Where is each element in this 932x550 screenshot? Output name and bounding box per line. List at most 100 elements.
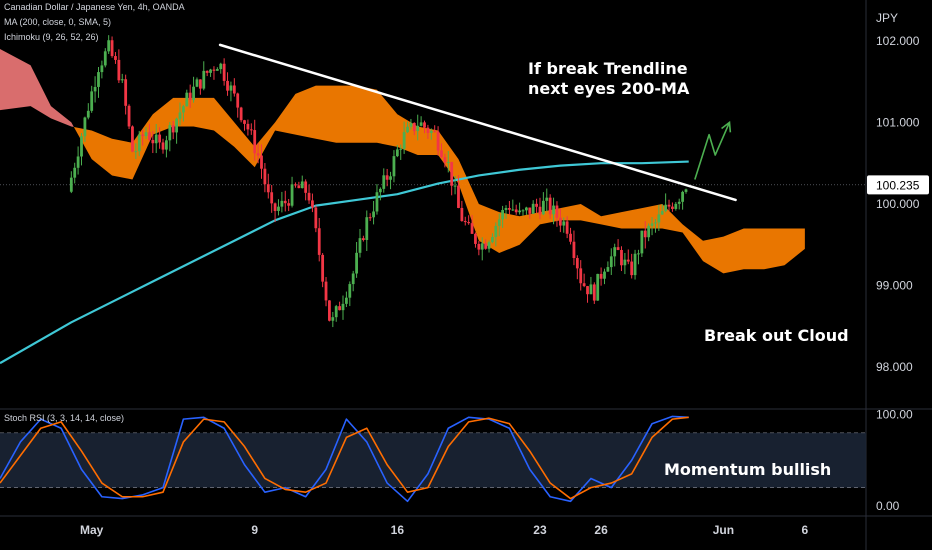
candle-body xyxy=(83,117,87,137)
candle-body xyxy=(484,243,488,249)
legend-stoch[interactable]: Stoch RSI (3, 3, 14, 14, close) xyxy=(4,413,125,423)
candles[interactable] xyxy=(69,35,688,328)
candle-body xyxy=(463,221,467,223)
candle-body xyxy=(633,253,637,276)
annotation-cloud: Break out Cloud xyxy=(704,326,849,345)
candle-body xyxy=(239,107,243,121)
candle-body xyxy=(419,122,423,126)
legend-ma[interactable]: MA (200, close, 0, SMA, 5) xyxy=(4,17,112,27)
candle-body xyxy=(412,122,416,132)
candle-body xyxy=(399,148,403,150)
ma-200-line xyxy=(0,160,689,365)
candle-body xyxy=(151,139,155,144)
candle-body xyxy=(467,222,471,224)
moving-average xyxy=(0,160,689,365)
candle-body xyxy=(215,69,219,71)
candle-body xyxy=(664,204,668,212)
candle-body xyxy=(331,317,335,321)
candle-body xyxy=(124,79,128,106)
candle-body xyxy=(76,156,80,168)
candle-body xyxy=(120,79,124,81)
candle-body xyxy=(389,176,392,180)
candle-body xyxy=(470,223,474,234)
candle-body xyxy=(609,256,613,268)
candle-body xyxy=(497,219,501,226)
date-tick-label: 16 xyxy=(391,523,405,537)
trendline-line xyxy=(218,43,737,202)
stoch-tick-label: 100.00 xyxy=(876,408,913,422)
candle-body xyxy=(385,175,389,180)
price-tick-label: 98.000 xyxy=(876,360,913,374)
candle-body xyxy=(277,206,280,211)
candle-body xyxy=(450,161,454,186)
candle-body xyxy=(290,184,294,206)
candle-body xyxy=(392,156,396,177)
date-tick-label: Jun xyxy=(713,523,734,537)
annotation-momentum: Momentum bullish xyxy=(664,460,832,479)
trendline xyxy=(218,43,737,202)
candle-body xyxy=(222,63,226,81)
candle-body xyxy=(548,197,552,215)
candle-body xyxy=(558,217,562,226)
candle-body xyxy=(416,125,420,132)
price-tick-label: 101.000 xyxy=(876,115,920,129)
candle-body xyxy=(589,284,593,295)
candle-body xyxy=(613,247,617,257)
candle-body xyxy=(131,126,134,152)
candle-body xyxy=(637,253,640,255)
candle-body xyxy=(575,258,579,269)
legend-symbol[interactable]: Canadian Dollar / Japanese Yen, 4h, OAND… xyxy=(4,2,185,12)
candle-body xyxy=(317,228,321,255)
candle-body xyxy=(107,40,111,52)
candle-body xyxy=(287,203,291,206)
candle-body xyxy=(426,127,430,133)
candle-body xyxy=(382,175,386,189)
annotation-trendline-1: If break Trendline xyxy=(528,59,688,78)
candle-body xyxy=(429,130,433,133)
candle-body xyxy=(209,69,212,73)
candle-body xyxy=(518,210,521,213)
candle-body xyxy=(569,233,572,242)
candle-body xyxy=(538,206,542,215)
candle-body xyxy=(202,70,206,89)
candle-body xyxy=(148,132,151,140)
candle-body xyxy=(219,63,223,70)
candle-body xyxy=(446,161,450,163)
candle-body xyxy=(141,134,145,137)
price-tick-label: 102.000 xyxy=(876,34,920,48)
candle-body xyxy=(657,214,661,223)
candle-body xyxy=(409,122,413,127)
date-axis[interactable]: May 9 16 23 26 Jun 6 xyxy=(80,523,809,537)
candle-body xyxy=(345,297,348,304)
candle-body xyxy=(643,230,647,238)
candle-body xyxy=(294,184,297,186)
candle-body xyxy=(365,217,369,240)
candle-body xyxy=(531,203,535,214)
candle-body xyxy=(341,303,345,311)
candle-body xyxy=(300,181,304,189)
price-axis[interactable]: JPY 102.000 101.000 100.000 99.000 98.000 100… xyxy=(876,11,920,513)
candle-body xyxy=(175,118,178,133)
candle-body xyxy=(355,252,358,274)
candle-body xyxy=(134,151,138,153)
candle-body xyxy=(552,205,555,215)
candle-body xyxy=(599,273,603,279)
legend-ichimoku[interactable]: Ichimoku (9, 26, 52, 26) xyxy=(4,32,99,42)
candle-body xyxy=(480,243,484,250)
candle-body xyxy=(368,217,372,219)
candle-body xyxy=(579,268,583,284)
candle-body xyxy=(192,86,195,101)
candle-body xyxy=(226,80,229,91)
candle-body xyxy=(494,225,498,238)
candle-body xyxy=(457,185,460,208)
candle-body xyxy=(528,207,532,214)
candle-body xyxy=(620,249,623,266)
candle-body xyxy=(521,210,525,212)
candle-body xyxy=(236,93,240,108)
candle-body xyxy=(406,126,409,133)
candle-body xyxy=(263,168,267,185)
candle-body xyxy=(640,230,644,254)
candle-body xyxy=(283,200,287,204)
candle-body xyxy=(654,222,657,224)
